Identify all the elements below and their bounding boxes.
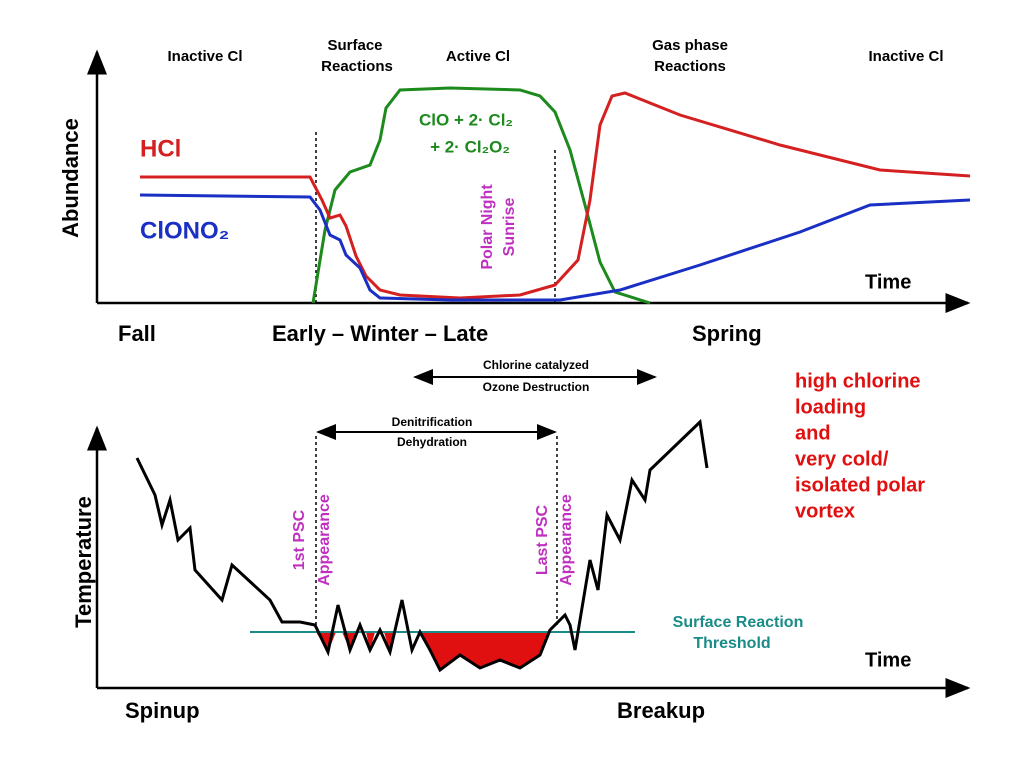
season: Fall [118, 321, 156, 346]
spinup: Spinup [125, 698, 200, 723]
x-label: Time [865, 649, 911, 671]
note-line: isolated polar [795, 474, 925, 496]
note-line: and [795, 422, 831, 444]
phase: Inactive Cl [167, 48, 242, 65]
note-line: vortex [795, 500, 855, 522]
note-line: high chlorine [795, 370, 921, 392]
active-label: ClO + 2· Cl₂ [419, 110, 513, 129]
note-line: very cold/ [795, 448, 889, 470]
phase: Inactive Cl [868, 48, 943, 65]
note-line: loading [795, 396, 866, 418]
hcl-curve [140, 91, 971, 300]
arrow-label: Dehydration [397, 435, 467, 449]
temperature-curve [135, 418, 709, 673]
active-label: + 2· Cl₂O₂ [430, 137, 510, 156]
x-label: Time [865, 271, 911, 293]
y-label: Temperature [71, 496, 96, 628]
phase: Gas phase [652, 37, 728, 54]
threshold-label: Threshold [693, 635, 770, 652]
polar-night: Sunrise [501, 198, 518, 257]
arrow-label: Chlorine catalyzed [483, 358, 589, 372]
clono2-curve [139, 193, 971, 302]
note: high chlorine loading and very cold/ iso… [795, 370, 925, 522]
threshold-label: Surface Reaction [673, 614, 804, 631]
phase: Active Cl [446, 48, 510, 65]
psc-label: 1st PSC [291, 509, 308, 570]
active-cl-curve [311, 86, 651, 305]
phase: Surface [327, 37, 382, 54]
phase: Reactions [654, 58, 726, 75]
season: Early – Winter – Late [272, 321, 488, 346]
arrow-label: Denitrification [392, 415, 473, 429]
hcl-label: HCl [140, 135, 181, 162]
phase: Reactions [321, 58, 393, 75]
breakup: Breakup [617, 698, 705, 723]
psc-label: Last PSC [534, 504, 551, 575]
polar-night: Polar Night [479, 184, 496, 270]
clono2-label: ClONO₂ [140, 217, 229, 244]
y-label: Abundance [58, 118, 83, 238]
arrow-label: Ozone Destruction [483, 380, 590, 394]
psc-label: Appearance [558, 494, 575, 586]
season: Spring [692, 321, 762, 346]
psc-label: Appearance [316, 494, 333, 586]
